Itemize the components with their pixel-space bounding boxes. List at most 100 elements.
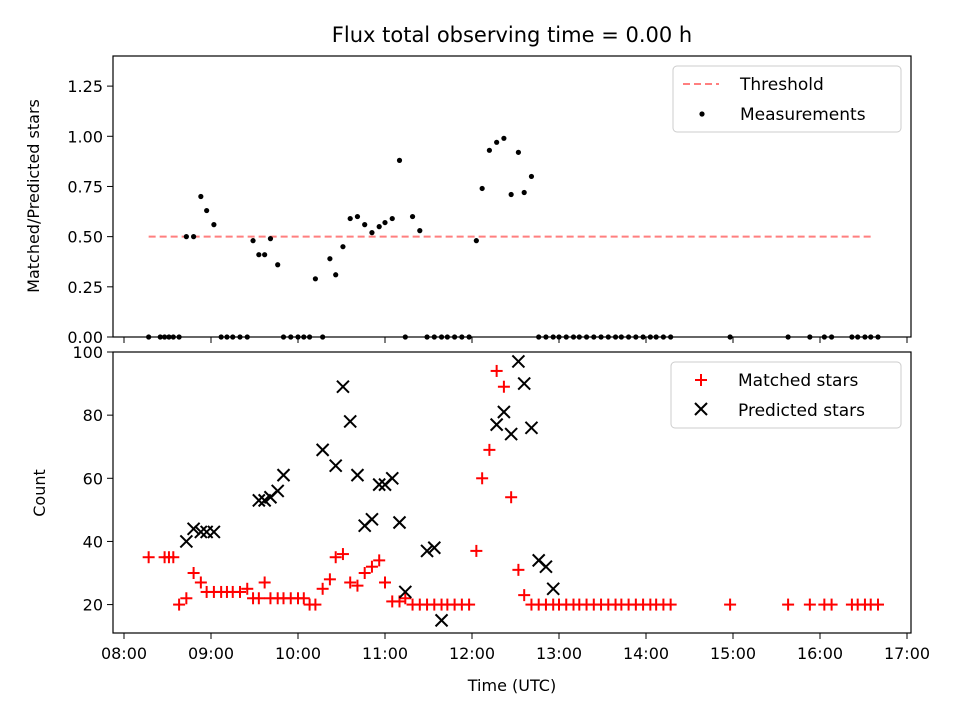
matched-legend-label: Matched stars	[738, 371, 858, 391]
top-y-tick-label: 0.25	[67, 278, 103, 297]
measurement-point	[183, 234, 189, 240]
matched-star-point	[518, 589, 531, 602]
matched-star-point	[323, 573, 336, 586]
top-panel: Flux total observing time = 0.00 h Match…	[24, 23, 912, 347]
predicted-star-point	[315, 443, 330, 457]
measurement-point	[515, 149, 522, 155]
matched-star-point	[234, 585, 246, 598]
measurement-point	[362, 222, 368, 228]
matched-star-point	[463, 598, 476, 611]
x-tick-label: 16:00	[797, 644, 843, 663]
matched-star-point	[241, 582, 254, 595]
matched-star-point	[399, 592, 412, 605]
top-y-tick-label: 0.50	[67, 228, 103, 247]
predicted-star-point	[420, 544, 434, 558]
bottom-legend: Matched stars Predicted stars	[670, 361, 902, 429]
measurement-point	[211, 222, 217, 228]
top-y-tick-label: 0.00	[67, 328, 103, 347]
predicted-star-point	[434, 613, 449, 628]
bottom-y-tick-label: 80	[83, 406, 103, 425]
matched-star-point	[664, 598, 677, 611]
bottom-axis-ticks: 20 40 60 80 100 08:00 09:00 10:00 11:00 12:00 13:0…	[72, 343, 930, 663]
predicted-star-point	[517, 376, 531, 391]
top-legend-box	[672, 65, 902, 133]
predicted-star-point	[497, 405, 511, 419]
bottom-plot-area	[142, 354, 884, 628]
matched-star-point	[351, 579, 364, 592]
matched-legend-swatch	[695, 374, 707, 386]
bottom-y-tick-label: 20	[83, 596, 103, 615]
bottom-y-tick-label: 100	[72, 343, 103, 362]
measurement-point	[256, 252, 262, 258]
predicted-star-point	[504, 427, 518, 441]
top-plot-area	[146, 135, 881, 340]
predicted-star-point	[365, 512, 379, 527]
predicted-star-point	[276, 468, 291, 482]
measurement-point	[501, 135, 507, 141]
x-tick-label: 12:00	[449, 644, 495, 663]
top-y-tick-label: 1.00	[67, 127, 103, 146]
threshold-legend-label: Threshold	[739, 75, 824, 95]
measurement-point	[494, 139, 500, 145]
measurement-point	[417, 228, 423, 234]
predicted-star-point	[385, 471, 399, 485]
predicted-star-point	[336, 380, 350, 394]
measurement-point	[275, 262, 281, 268]
matched-star-point	[373, 554, 386, 567]
matched-star-point	[358, 567, 371, 580]
measurement-point	[333, 272, 339, 278]
matched-star-point	[173, 598, 186, 611]
predicted-star-point	[270, 484, 285, 498]
measurement-point	[267, 236, 274, 242]
matched-star-point	[344, 576, 357, 589]
bottom-legend-box	[670, 361, 902, 429]
measurements-legend-label: Measurements	[740, 105, 866, 125]
predicted-star-point	[489, 417, 504, 432]
matched-star-point	[490, 364, 503, 377]
measurements-legend-swatch	[699, 111, 705, 117]
measurement-point	[191, 234, 197, 240]
matched-star-point	[782, 598, 795, 611]
matched-star-point	[379, 576, 391, 589]
matched-star-point	[309, 598, 322, 611]
x-tick-label: 13:00	[536, 644, 582, 663]
measurement-point	[204, 207, 210, 214]
matched-star-point	[724, 598, 737, 611]
x-tick-label: 17:00	[884, 644, 930, 663]
matched-star-point	[329, 551, 342, 564]
measurement-point	[473, 238, 479, 244]
predicted-star-point	[194, 525, 208, 539]
measurement-point	[508, 191, 514, 198]
predicted-star-point	[398, 585, 413, 599]
predicted-star-point	[427, 541, 442, 555]
x-axis-label: Time (UTC)	[467, 676, 556, 695]
x-tick-label: 09:00	[188, 644, 234, 663]
matched-star-point	[803, 598, 816, 611]
matched-star-point	[483, 443, 496, 456]
matched-star-point	[512, 563, 525, 576]
bottom-panel: Count Time (UTC) 20 40 60 80 100 08:00 09:00 10…	[30, 343, 930, 695]
measurement-point	[521, 189, 527, 196]
top-plot-frame	[112, 55, 912, 338]
top-y-tick-label: 1.25	[67, 77, 103, 96]
predicted-star-point	[372, 477, 386, 492]
predicted-star-point	[511, 354, 526, 369]
matched-star-point	[497, 380, 510, 393]
matched-star-point	[470, 544, 483, 557]
predicted-star-point	[328, 458, 343, 473]
measurement-point	[409, 213, 416, 220]
top-y-tick-label: 0.75	[67, 177, 103, 196]
measurement-point	[340, 244, 346, 250]
x-tick-label: 10:00	[275, 644, 321, 663]
matched-star-point	[194, 576, 207, 589]
matched-star-point	[316, 582, 329, 595]
matched-star-point	[187, 567, 200, 580]
matched-star-point	[258, 576, 271, 589]
top-y-axis-label: Matched/Predicted stars	[24, 99, 43, 293]
measurement-point	[327, 256, 333, 262]
measurement-point	[389, 215, 395, 222]
matched-star-point	[252, 592, 265, 605]
matched-star-point	[476, 472, 489, 485]
measurement-point	[486, 147, 492, 153]
